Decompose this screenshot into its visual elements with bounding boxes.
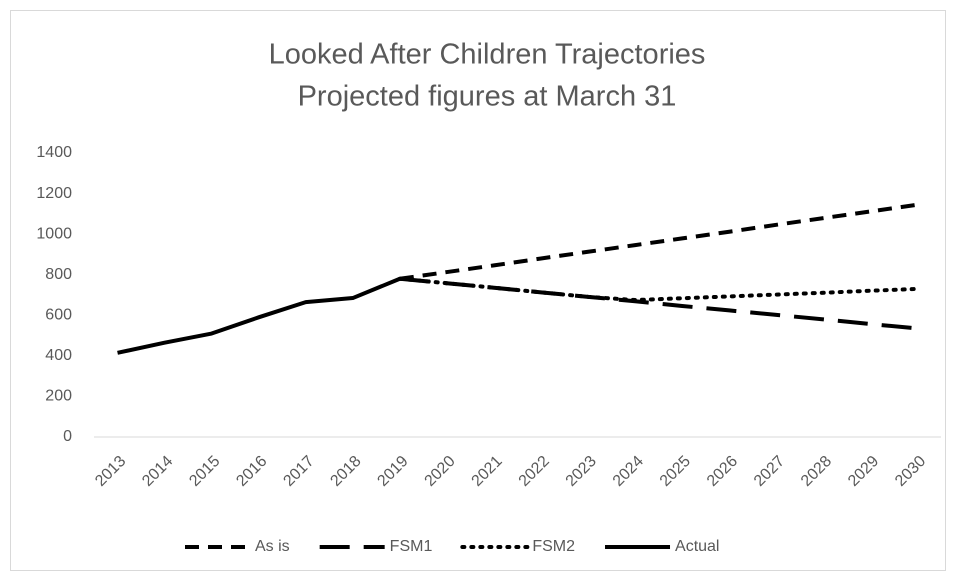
y-tick-label: 200	[45, 388, 72, 405]
legend-label: FSM2	[532, 538, 575, 555]
y-tick-label: 800	[45, 266, 72, 283]
y-tick-label: 1000	[36, 225, 72, 242]
chart-frame	[10, 10, 946, 571]
series-line	[399, 202, 918, 281]
y-tick-label: 1400	[36, 144, 72, 161]
series-line	[117, 276, 401, 355]
legend-label: Actual	[675, 538, 719, 555]
chart-title: Looked After Children Trajectories	[269, 39, 706, 71]
legend-label: As is	[255, 538, 290, 555]
series-line	[397, 276, 920, 303]
y-tick-label: 1200	[36, 185, 72, 202]
chart-subtitle: Projected figures at March 31	[298, 81, 677, 113]
y-tick-label: 400	[45, 347, 72, 364]
legend-label: FSM1	[390, 538, 433, 555]
y-tick-label: 600	[45, 307, 72, 324]
y-tick-label: 0	[63, 428, 72, 445]
